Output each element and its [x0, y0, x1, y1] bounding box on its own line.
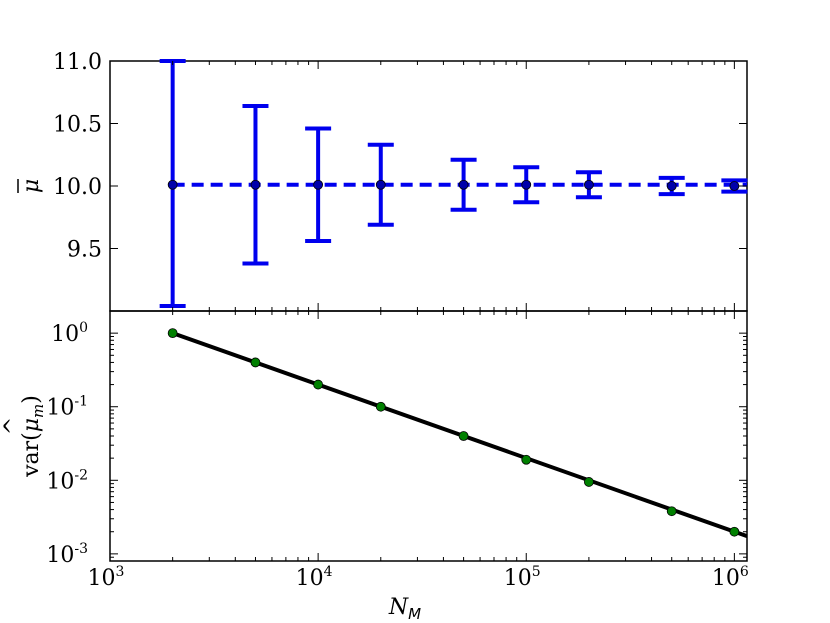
data-point [167, 179, 178, 190]
svg-text:μ: μ [19, 179, 44, 193]
svg-text:^: ^ [1, 417, 26, 435]
data-point [313, 179, 324, 190]
top-panel-marks [159, 59, 748, 308]
y-tick-label: 10.0 [53, 175, 102, 200]
top-y-axis-title: μ [17, 179, 44, 193]
y-tick-label: 11.0 [53, 50, 102, 75]
variance-point [375, 401, 386, 412]
variance-point [521, 454, 532, 465]
x-axis-title: NM [388, 595, 421, 623]
variance-point [250, 357, 261, 368]
svg-text:NM: NM [388, 595, 421, 623]
y-tick-label: 10-3 [46, 541, 88, 568]
y-tick-label: 10-2 [46, 467, 88, 494]
bottom-panel-frame [109, 310, 748, 562]
bottom-y-axis-title: var(μm) ^ [1, 395, 47, 478]
data-point [375, 179, 386, 190]
y-tick-label: 9.5 [67, 238, 102, 263]
variance-point [167, 328, 178, 339]
variance-point [666, 506, 677, 517]
x-tick-label: 105 [504, 564, 541, 591]
y-tick-label: 100 [51, 320, 88, 347]
data-point [666, 181, 677, 191]
y-tick-label: 10-1 [46, 394, 88, 421]
data-point [521, 179, 532, 190]
variance-point [313, 379, 324, 390]
x-tick-label: 104 [296, 564, 333, 591]
svg-text:var(μm): var(μm) [19, 395, 47, 478]
variance-point [729, 526, 740, 537]
data-point [583, 179, 594, 190]
data-point [729, 181, 740, 191]
variance-point [583, 477, 594, 487]
variance-point [458, 431, 469, 441]
data-point [250, 179, 261, 190]
x-tick-label: 106 [712, 564, 749, 591]
bottom-panel-marks [167, 328, 748, 539]
data-point [458, 179, 469, 190]
y-tick-label: 10.5 [53, 113, 102, 138]
x-tick-label: 103 [88, 564, 125, 591]
axis-ticks: 103 104 105 106 9.5 10.0 10.5 11.0 10-3 10-2 10-1 1… [46, 50, 749, 591]
